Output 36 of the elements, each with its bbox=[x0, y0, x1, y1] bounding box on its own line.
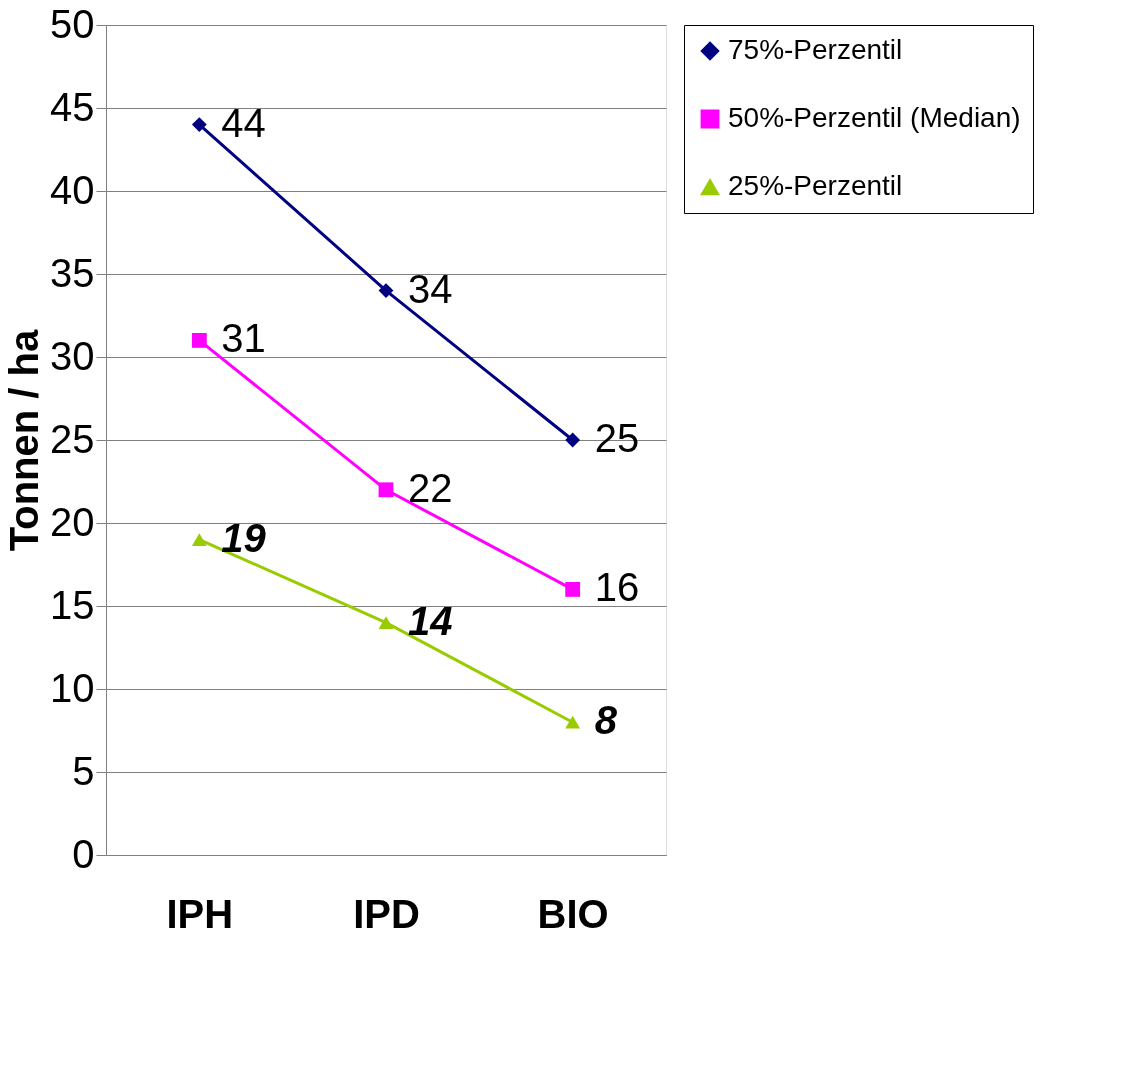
point bbox=[191, 533, 207, 547]
data-label: 16 bbox=[594, 565, 640, 610]
y-tick-label: 50 bbox=[50, 1, 95, 46]
y-tick-label: 0 bbox=[72, 831, 95, 876]
legend-label: 50%-Perzentil (Median) bbox=[728, 102, 1021, 133]
point bbox=[565, 715, 581, 729]
y-tick-label: 10 bbox=[50, 665, 95, 710]
data-label: 14 bbox=[408, 598, 453, 643]
point bbox=[565, 432, 581, 448]
y-tick-label: 35 bbox=[50, 250, 95, 295]
data-label: 34 bbox=[408, 266, 453, 311]
point bbox=[378, 616, 394, 630]
point bbox=[191, 332, 207, 348]
y-tick-label: 25 bbox=[50, 416, 95, 461]
data-label: 25 bbox=[594, 416, 640, 460]
point bbox=[191, 117, 207, 133]
point bbox=[378, 283, 394, 299]
x-tick-label: BIO bbox=[537, 891, 609, 936]
point bbox=[565, 581, 581, 597]
x-tick-label: IPD bbox=[353, 891, 420, 936]
y-tick-label: 40 bbox=[50, 167, 95, 212]
data-label: 19 bbox=[221, 515, 267, 560]
legend-label: 75%-Perzentil bbox=[728, 34, 903, 65]
x-tick-label: IPH bbox=[166, 891, 234, 936]
point bbox=[378, 482, 394, 498]
y-tick-label: 15 bbox=[50, 582, 95, 627]
y-tick-label: 30 bbox=[50, 333, 95, 378]
y-tick-label: 45 bbox=[50, 84, 95, 129]
data-label: 22 bbox=[408, 465, 453, 510]
y-tick-label: 20 bbox=[50, 499, 95, 544]
data-label: 44 bbox=[221, 100, 266, 145]
data-label: 8 bbox=[594, 698, 618, 743]
y-tick-label: 5 bbox=[72, 748, 95, 793]
legend-label: 25%-Perzentil bbox=[728, 170, 903, 201]
y-axis-title: Tonnen / ha bbox=[2, 329, 47, 552]
data-label: 31 bbox=[221, 316, 266, 361]
